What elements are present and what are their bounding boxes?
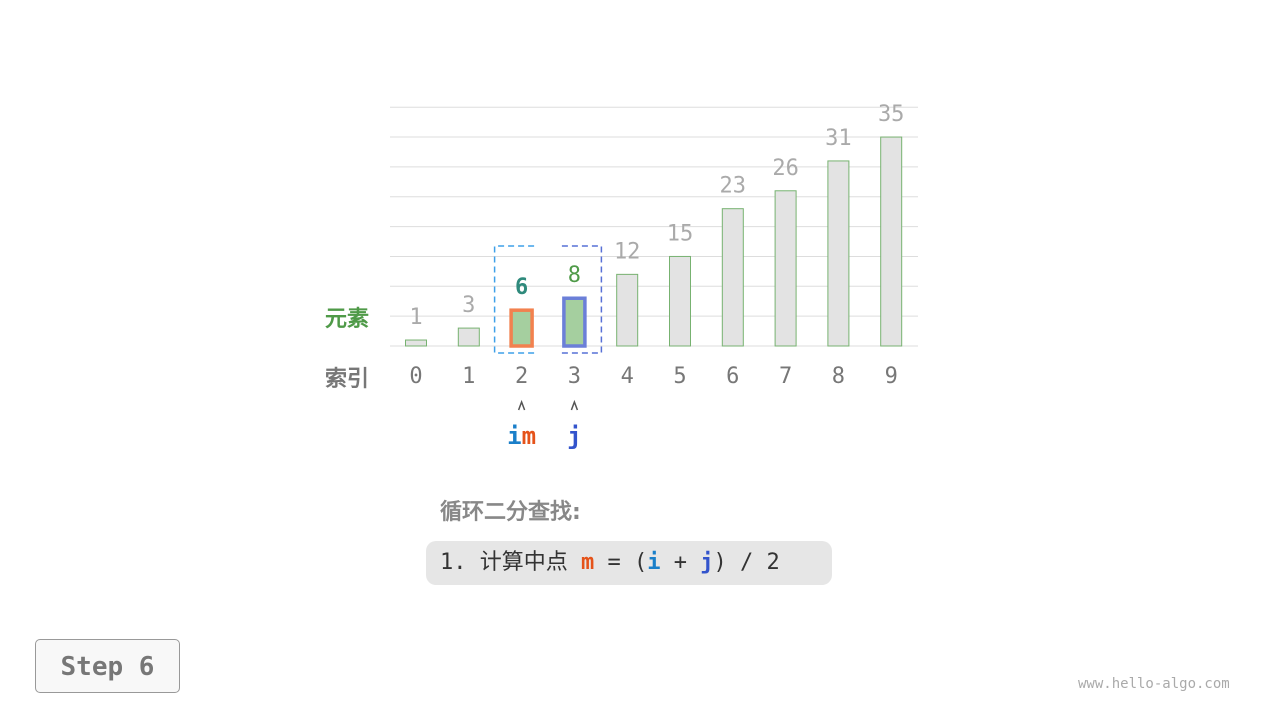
formula-eq: = ( xyxy=(594,550,648,575)
bar-value-label: 1 xyxy=(409,305,422,330)
elements-row-label: 元素 xyxy=(325,307,370,332)
bar-2 xyxy=(509,308,534,348)
bar-8 xyxy=(827,160,850,347)
bar-value-label: 8 xyxy=(568,263,581,288)
index-row-label: 索引 xyxy=(325,367,370,392)
index-label: 8 xyxy=(832,364,845,389)
bar-value-label: 23 xyxy=(720,174,747,199)
formula-box: 1. 计算中点 m = (i + j) / 2 xyxy=(426,541,832,585)
formula-j: j xyxy=(700,550,714,575)
pointer-m: m xyxy=(522,422,536,450)
section-title: 循环二分查找: xyxy=(440,500,581,525)
pointer-label: im xyxy=(507,422,536,450)
index-label: 2 xyxy=(515,364,528,389)
step-button[interactable]: Step 6 xyxy=(35,639,180,693)
pointer-i: i xyxy=(507,422,521,450)
bar-9 xyxy=(880,136,903,347)
index-label: 9 xyxy=(885,364,898,389)
i-bracket xyxy=(493,245,535,354)
bar-3 xyxy=(562,296,587,348)
bar-value-label: 35 xyxy=(878,102,905,127)
index-label: 4 xyxy=(621,364,634,389)
index-label: 7 xyxy=(779,364,792,389)
bar-4 xyxy=(616,273,639,347)
bar-value-label: 26 xyxy=(772,156,799,181)
j-bracket xyxy=(561,245,603,354)
formula-m: m xyxy=(580,550,595,575)
bar-1 xyxy=(457,327,480,347)
index-label: 5 xyxy=(673,364,686,389)
bar-value-label: 15 xyxy=(667,221,694,246)
formula-plus: + xyxy=(660,550,701,575)
bar-value-label: 31 xyxy=(825,126,852,151)
formula-i: i xyxy=(647,550,661,575)
pointer-label: j xyxy=(567,422,581,450)
bar-value-label: 12 xyxy=(614,239,641,264)
bar-0 xyxy=(405,339,427,347)
formula-suffix: ) / 2 xyxy=(713,550,780,575)
pointer-arrow-icon xyxy=(517,399,526,411)
index-label: 0 xyxy=(409,364,422,389)
watermark: www.hello-algo.com xyxy=(1078,676,1230,692)
pointer-j: j xyxy=(567,422,581,450)
bar-7 xyxy=(774,190,797,347)
bar-6 xyxy=(721,208,744,347)
bar-value-label: 6 xyxy=(515,275,528,300)
bar-5 xyxy=(669,255,691,347)
index-label: 6 xyxy=(726,364,739,389)
bar-value-label: 3 xyxy=(462,293,475,318)
pointer-arrow-icon xyxy=(570,399,579,411)
formula-prefix: 1. 计算中点 xyxy=(440,550,581,575)
index-label: 1 xyxy=(462,364,475,389)
index-label: 3 xyxy=(568,364,581,389)
